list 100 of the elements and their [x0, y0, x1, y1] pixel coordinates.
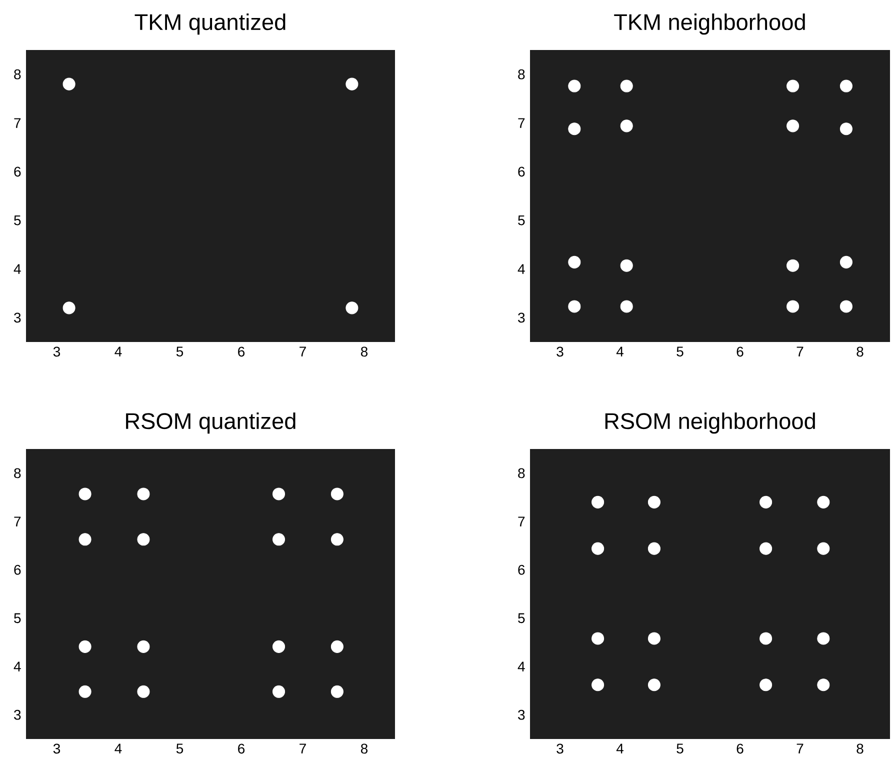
y-tick-label: 6 [14, 166, 21, 177]
y-tick-label: 3 [14, 312, 21, 323]
x-tick-label: 6 [736, 346, 744, 357]
chart-title: TKM quantized [134, 14, 286, 35]
point [840, 122, 852, 136]
point [786, 80, 800, 92]
x-tick-label: 8 [360, 346, 368, 357]
point [620, 300, 633, 313]
point [330, 488, 344, 500]
x-tick-label: 6 [736, 744, 744, 754]
y-tick-label: 3 [518, 710, 525, 720]
point [568, 122, 581, 136]
point [78, 640, 92, 653]
point [592, 496, 604, 508]
point [840, 300, 852, 313]
y-tick-label: 8 [14, 69, 21, 80]
point [78, 488, 92, 500]
point [620, 259, 633, 272]
x-tick-label: 8 [360, 744, 368, 754]
y-tick-label: 7 [518, 118, 525, 128]
y-tick-label: 4 [14, 264, 21, 274]
y-tick-label: 3 [14, 710, 21, 720]
point [840, 80, 852, 92]
point [817, 678, 830, 692]
point [648, 496, 660, 508]
point [137, 533, 150, 546]
point [592, 632, 604, 645]
y-tick-label: 5 [14, 215, 21, 226]
y-tick-label: 6 [518, 564, 525, 575]
x-tick-label: 4 [114, 744, 122, 754]
point [840, 256, 852, 268]
x-tick-label: 8 [856, 346, 864, 357]
point [78, 533, 92, 546]
point [817, 632, 830, 645]
x-tick-label: 3 [53, 346, 60, 357]
point [786, 120, 800, 132]
point [648, 542, 660, 555]
point [760, 632, 772, 645]
point [592, 542, 604, 555]
x-tick-label: 3 [556, 744, 564, 754]
x-tick-label: 5 [176, 346, 184, 356]
chart-title: RSOM quantized [126, 412, 296, 434]
y-tick-label: 4 [14, 662, 21, 672]
y-tick-label: 5 [14, 613, 21, 624]
y-tick-label: 5 [518, 613, 525, 624]
point [592, 678, 604, 692]
point [817, 542, 830, 555]
y-tick-label: 6 [518, 166, 525, 177]
point [330, 533, 344, 546]
x-tick-label: 4 [616, 744, 624, 754]
point [137, 488, 150, 500]
point [330, 685, 344, 698]
point [137, 685, 150, 698]
x-tick-label: 5 [676, 744, 684, 754]
point [760, 542, 772, 555]
x-tick-label: 5 [176, 744, 184, 754]
x-tick-label: 5 [676, 346, 684, 356]
point [786, 300, 800, 313]
point [620, 120, 633, 132]
x-tick-label: 6 [238, 744, 245, 754]
x-tick-label: 7 [796, 744, 804, 754]
x-tick-label: 6 [238, 346, 245, 357]
x-tick-label: 7 [796, 346, 804, 356]
x-tick-label: 7 [300, 744, 306, 754]
point [78, 685, 92, 698]
chart-title: TKM neighborhood [614, 14, 805, 35]
point [760, 496, 772, 508]
point [648, 678, 660, 692]
y-tick-label: 4 [518, 662, 525, 672]
point [760, 678, 772, 692]
y-tick-label: 6 [14, 564, 21, 575]
point [330, 640, 344, 653]
y-tick-label: 8 [14, 468, 21, 478]
y-tick-label: 4 [518, 264, 525, 274]
y-tick-label: 8 [518, 468, 525, 478]
point [648, 632, 660, 645]
point [620, 80, 633, 92]
point [137, 640, 150, 653]
x-tick-label: 4 [114, 346, 122, 356]
y-tick-label: 8 [518, 69, 525, 80]
point [272, 685, 286, 698]
chart-title: RSOM neighborhood [605, 412, 815, 434]
point [568, 80, 581, 92]
x-tick-label: 3 [556, 346, 564, 357]
point [817, 496, 830, 508]
point [272, 640, 286, 653]
y-tick-label: 5 [518, 215, 525, 226]
x-tick-label: 3 [53, 744, 60, 754]
y-tick-label: 7 [14, 516, 21, 526]
x-tick-label: 7 [300, 346, 306, 356]
x-tick-label: 4 [616, 346, 624, 356]
y-tick-label: 7 [14, 118, 21, 128]
point [568, 256, 581, 268]
y-tick-label: 7 [518, 516, 525, 526]
point [272, 488, 286, 500]
x-tick-label: 8 [856, 744, 864, 754]
point [568, 300, 581, 313]
y-tick-label: 3 [518, 312, 525, 323]
point [786, 259, 800, 272]
point [272, 533, 286, 546]
